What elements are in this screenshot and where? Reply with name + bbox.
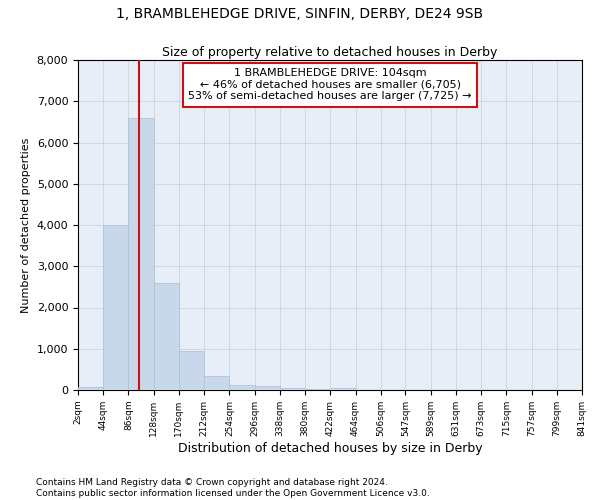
Bar — [254, 386, 280, 390]
Bar — [204, 376, 229, 390]
Bar — [179, 351, 204, 390]
Text: 1, BRAMBLEHEDGE DRIVE, SINFIN, DERBY, DE24 9SB: 1, BRAMBLEHEDGE DRIVE, SINFIN, DERBY, DE… — [116, 8, 484, 22]
Title: Size of property relative to detached houses in Derby: Size of property relative to detached ho… — [163, 46, 497, 59]
Bar — [154, 283, 179, 390]
Bar — [280, 388, 305, 390]
Bar — [103, 225, 128, 390]
Bar — [331, 388, 356, 390]
Bar — [78, 387, 103, 390]
X-axis label: Distribution of detached houses by size in Derby: Distribution of detached houses by size … — [178, 442, 482, 454]
Text: Contains HM Land Registry data © Crown copyright and database right 2024.
Contai: Contains HM Land Registry data © Crown c… — [36, 478, 430, 498]
Bar — [229, 384, 254, 390]
Bar — [305, 389, 331, 390]
Bar — [128, 118, 154, 390]
Text: 1 BRAMBLEHEDGE DRIVE: 104sqm
← 46% of detached houses are smaller (6,705)
53% of: 1 BRAMBLEHEDGE DRIVE: 104sqm ← 46% of de… — [188, 68, 472, 102]
Y-axis label: Number of detached properties: Number of detached properties — [21, 138, 31, 312]
